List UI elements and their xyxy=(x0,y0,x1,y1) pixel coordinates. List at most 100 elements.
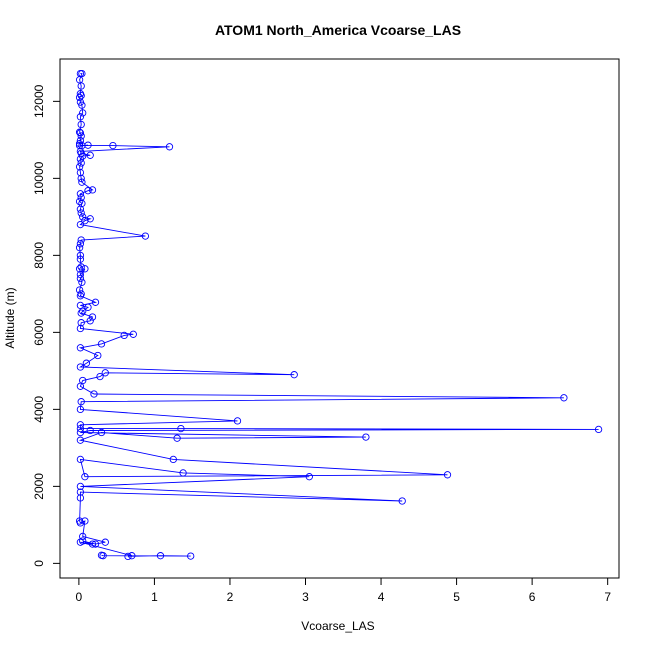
data-point xyxy=(76,455,85,464)
data-point xyxy=(77,193,85,202)
data-point xyxy=(76,428,85,437)
y-tick-label: 6000 xyxy=(32,319,46,346)
data-point xyxy=(97,551,106,559)
data-point xyxy=(76,113,85,121)
data-point xyxy=(560,394,568,402)
x-tick-label: 1 xyxy=(151,590,158,604)
data-point xyxy=(78,278,86,286)
data-point xyxy=(76,519,85,527)
data-point xyxy=(128,552,136,560)
data-point xyxy=(76,436,85,444)
data-point xyxy=(77,174,85,183)
x-axis: 0 1 2 3 4 5 6 7 xyxy=(76,577,611,604)
data-point xyxy=(84,303,92,311)
data-point xyxy=(86,151,94,159)
y-tick-label: 12000 xyxy=(32,84,46,118)
data-point xyxy=(88,313,97,321)
data-point xyxy=(88,186,97,194)
data-point xyxy=(78,178,86,186)
data-point xyxy=(76,240,85,248)
data-point xyxy=(76,538,85,546)
data-point xyxy=(77,263,85,271)
data-point xyxy=(443,471,452,479)
data-point xyxy=(86,215,94,223)
data-point xyxy=(77,209,85,217)
data-point xyxy=(290,371,298,379)
data-point xyxy=(81,473,89,481)
data-point xyxy=(77,132,85,140)
data-point xyxy=(76,136,85,145)
data-point xyxy=(76,424,85,433)
x-tick-label: 4 xyxy=(378,590,385,604)
data-point xyxy=(156,552,165,560)
x-tick-label: 5 xyxy=(453,590,460,604)
series-layer xyxy=(75,69,603,561)
data-point xyxy=(305,473,313,481)
data-point xyxy=(88,540,97,548)
y-tick-label: 0 xyxy=(32,560,46,567)
y-tick-label: 2000 xyxy=(32,473,46,500)
data-point xyxy=(76,292,85,300)
data-point xyxy=(76,482,85,491)
data-point xyxy=(141,232,150,240)
x-tick-label: 2 xyxy=(227,590,234,604)
data-point xyxy=(75,286,84,294)
data-point xyxy=(75,140,84,148)
data-point xyxy=(78,69,86,78)
data-point xyxy=(77,319,85,327)
x-tick-label: 3 xyxy=(302,590,309,604)
data-point xyxy=(76,363,85,371)
data-point xyxy=(78,101,86,109)
data-point xyxy=(76,405,85,414)
data-point xyxy=(76,251,85,260)
data-point xyxy=(76,488,85,496)
y-axis-label: Altitude (m) xyxy=(3,287,17,348)
data-point xyxy=(129,330,137,338)
y-tick-label: 4000 xyxy=(32,396,46,423)
data-point xyxy=(177,424,185,433)
data-point xyxy=(124,552,132,561)
data-point xyxy=(82,359,91,367)
data-point xyxy=(75,244,84,252)
data-point xyxy=(76,190,85,198)
data-point xyxy=(90,390,98,398)
data-point xyxy=(81,265,89,273)
data-point xyxy=(398,497,406,505)
data-point xyxy=(101,369,109,377)
data-point xyxy=(77,120,85,129)
data-point xyxy=(75,141,84,150)
data-point xyxy=(187,552,195,560)
data-point xyxy=(75,93,84,102)
y-tick-label: 8000 xyxy=(32,242,46,269)
data-point xyxy=(169,455,177,464)
data-point xyxy=(86,426,94,435)
x-tick-label: 7 xyxy=(604,590,611,604)
data-point xyxy=(233,417,242,425)
data-point xyxy=(173,434,181,442)
data-point xyxy=(76,382,85,390)
data-point xyxy=(76,270,85,279)
data-point xyxy=(97,428,106,437)
chart-title: ATOM1 North_America Vcoarse_LAS xyxy=(215,22,461,38)
data-point xyxy=(76,324,85,333)
data-point xyxy=(76,255,85,263)
data-point xyxy=(76,220,85,229)
data-point xyxy=(76,494,85,502)
data-point xyxy=(79,213,87,221)
data-point xyxy=(96,372,104,381)
data-point xyxy=(79,307,87,315)
data-point xyxy=(86,317,94,325)
y-axis: 0 2000 4000 6000 8000 10000 12000 xyxy=(32,84,61,567)
data-point xyxy=(81,217,89,225)
data-point xyxy=(84,187,92,195)
data-point xyxy=(77,82,85,90)
data-point xyxy=(594,425,603,434)
x-axis-label: Vcoarse_LAS xyxy=(301,619,374,633)
data-point xyxy=(76,168,85,177)
data-point xyxy=(75,265,84,273)
data-point xyxy=(75,128,84,136)
data-point xyxy=(77,159,85,167)
data-point xyxy=(109,141,117,150)
data-point xyxy=(79,109,87,117)
